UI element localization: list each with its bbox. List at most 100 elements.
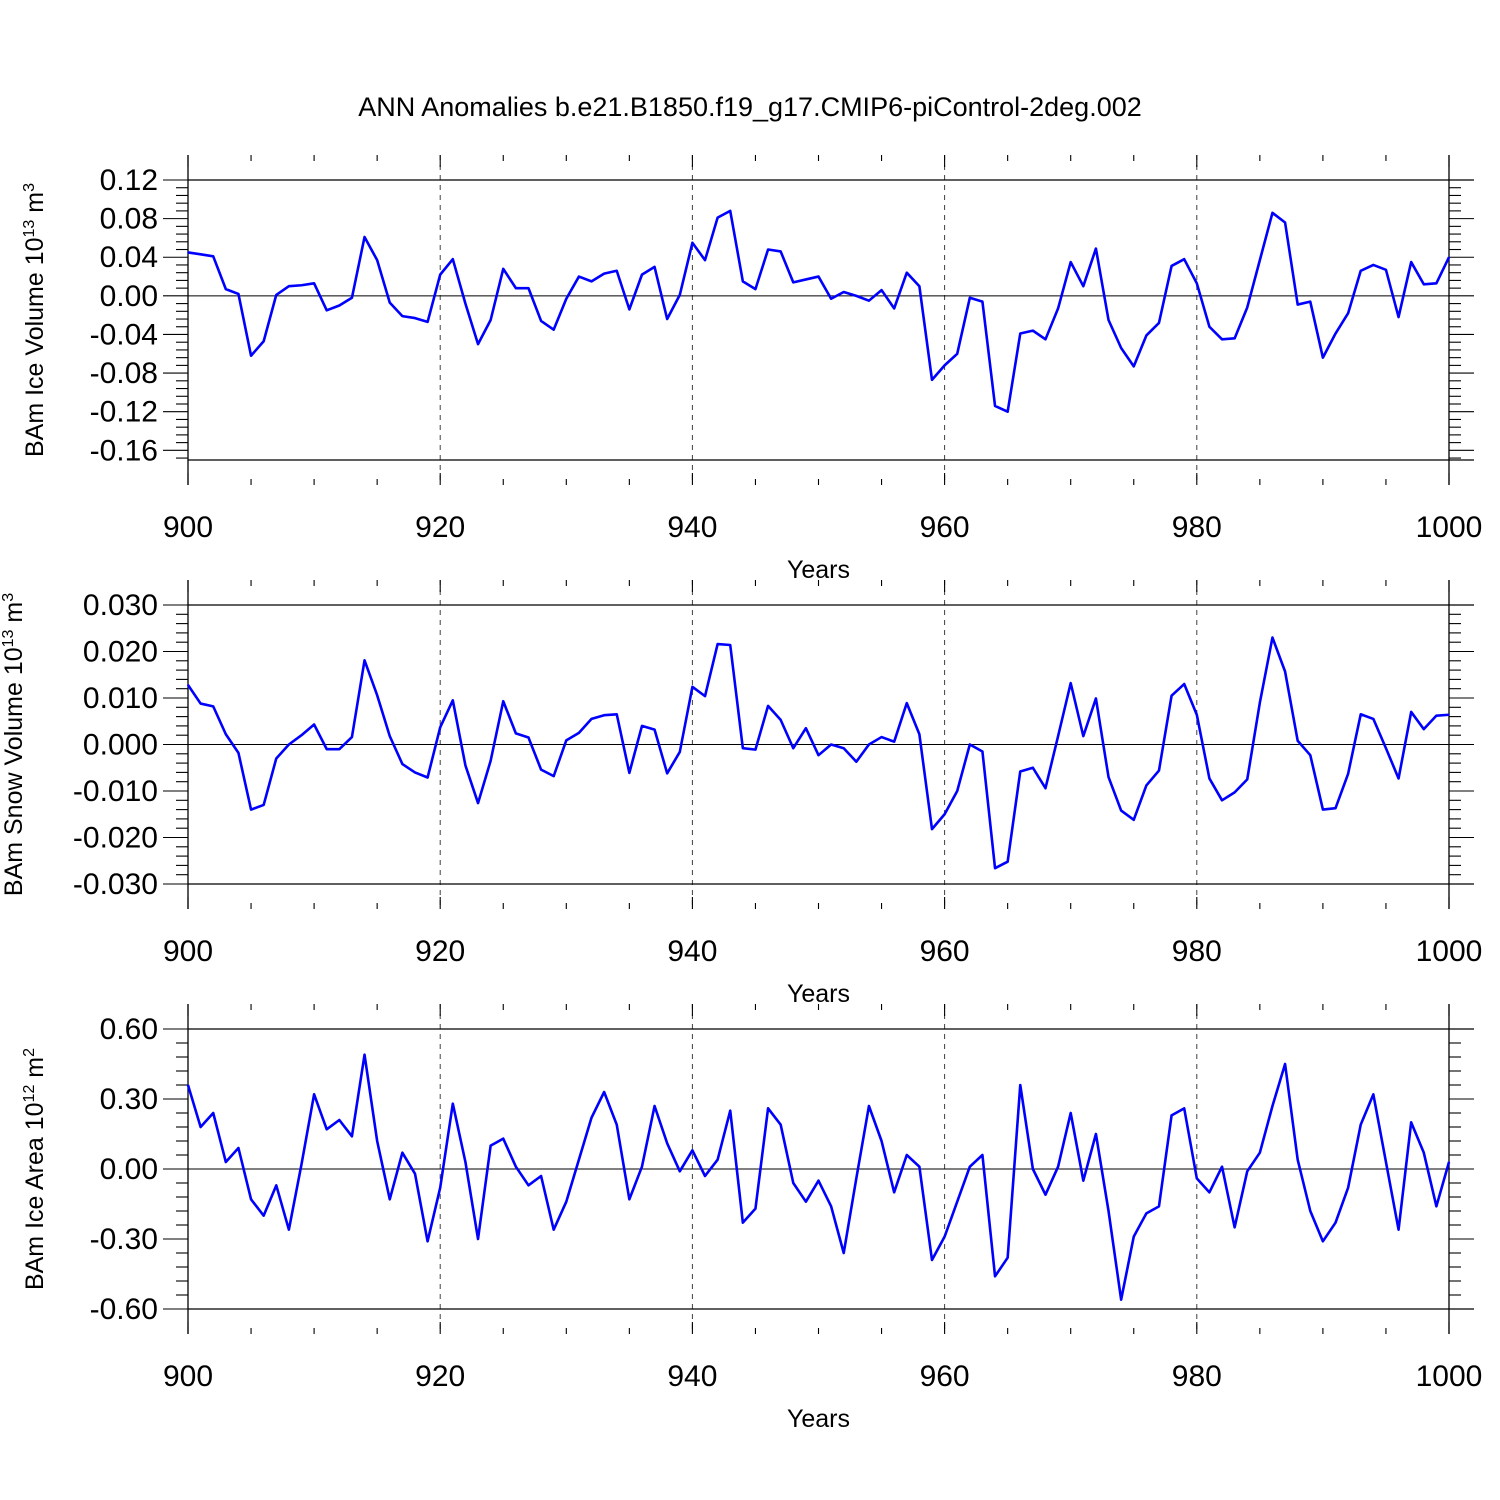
y-tick-label: 0.020 xyxy=(83,636,158,669)
data-point xyxy=(1196,1177,1198,1180)
data-point xyxy=(1196,713,1198,716)
data-point xyxy=(1132,365,1135,368)
data-point xyxy=(288,285,290,288)
data-point xyxy=(641,725,643,727)
data-point xyxy=(1347,1186,1349,1189)
data-point xyxy=(678,1170,681,1173)
data-point xyxy=(969,296,971,299)
y-tick-label: -0.04 xyxy=(90,318,158,351)
data-point xyxy=(1132,819,1135,821)
data-point xyxy=(1334,332,1337,335)
data-point xyxy=(225,733,227,736)
x-tick-label: 980 xyxy=(1172,511,1222,544)
data-point xyxy=(603,714,605,717)
data-point xyxy=(855,1177,858,1180)
x-tick-label: 1000 xyxy=(1416,511,1483,544)
data-point xyxy=(830,1205,832,1208)
data-point xyxy=(414,771,416,774)
y-axis-label-part: m xyxy=(0,602,28,630)
y-axis-label-part: 13 xyxy=(21,220,38,238)
data-point xyxy=(792,747,795,750)
data-point xyxy=(477,802,479,804)
data-point xyxy=(351,296,353,299)
data-point xyxy=(1448,1161,1450,1163)
data-point xyxy=(918,1165,921,1168)
data-point xyxy=(1158,1205,1160,1208)
data-point xyxy=(1259,701,1261,704)
data-point xyxy=(1397,777,1400,780)
data-point xyxy=(716,643,719,645)
data-point xyxy=(439,1186,442,1189)
data-point xyxy=(1397,316,1400,318)
y-axis-label: BAm Ice Area 1012 m2 xyxy=(21,1048,49,1290)
data-point xyxy=(830,297,832,300)
data-point xyxy=(1322,808,1324,811)
data-point xyxy=(716,1158,719,1161)
data-point xyxy=(527,1184,530,1187)
data-point xyxy=(1095,247,1097,250)
data-point xyxy=(842,291,845,293)
data-point xyxy=(1069,1112,1072,1114)
data-point xyxy=(515,732,517,735)
x-tick-label: 960 xyxy=(920,935,970,968)
y-tick-label: 0.00 xyxy=(100,280,158,313)
data-point xyxy=(868,743,870,746)
data-point xyxy=(855,295,858,297)
x-tick-label: 1000 xyxy=(1416,935,1483,968)
x-tick-label: 940 xyxy=(667,511,717,544)
x-tick-label: 900 xyxy=(163,1360,213,1393)
data-point xyxy=(805,278,807,281)
data-point xyxy=(388,301,391,304)
data-point xyxy=(1145,334,1148,337)
x-tick-label: 940 xyxy=(667,1360,717,1393)
data-point xyxy=(666,1142,668,1145)
y-axis-label-part: 3 xyxy=(21,183,38,192)
data-point xyxy=(1271,636,1274,639)
data-point xyxy=(666,772,668,775)
data-point xyxy=(590,1116,593,1119)
data-point xyxy=(1006,410,1009,413)
y-tick-label: -0.08 xyxy=(90,357,158,390)
data-point xyxy=(666,318,668,320)
data-point xyxy=(489,1144,492,1147)
data-point xyxy=(1309,754,1312,756)
data-point xyxy=(212,255,215,258)
data-point xyxy=(1082,735,1085,737)
data-point xyxy=(704,259,706,261)
data-point xyxy=(691,686,694,688)
data-point xyxy=(754,1207,757,1210)
data-point xyxy=(628,308,631,311)
data-point xyxy=(552,775,555,777)
data-point xyxy=(578,1158,580,1161)
y-tick-label: 0.08 xyxy=(100,203,158,236)
data-point xyxy=(981,750,984,753)
y-axis-label-part: BAm Ice Area 10 xyxy=(21,1102,49,1290)
data-point xyxy=(300,734,303,736)
data-point xyxy=(868,1105,870,1107)
data-point xyxy=(994,405,996,407)
data-point xyxy=(653,728,656,731)
y-axis-label: BAm Snow Volume 1013 m3 xyxy=(0,593,28,896)
data-point xyxy=(1296,1158,1299,1161)
data-point xyxy=(1271,212,1274,214)
data-point xyxy=(1422,728,1425,730)
data-point xyxy=(742,280,744,283)
data-point xyxy=(1397,1228,1400,1231)
data-point xyxy=(641,273,643,276)
y-tick-label: -0.30 xyxy=(90,1223,158,1256)
data-point xyxy=(1296,739,1299,742)
data-point xyxy=(275,294,278,296)
data-point xyxy=(729,644,732,646)
data-point xyxy=(1246,778,1249,781)
data-point xyxy=(565,1200,568,1203)
data-point xyxy=(515,1165,517,1168)
data-point xyxy=(199,253,202,256)
data-point xyxy=(376,259,378,261)
x-tick-label: 920 xyxy=(415,1360,465,1393)
panel-1: 0.12 0.08 0.04 0.00 -0.04 -0.08 -0.12 -0.16 900 9… xyxy=(21,155,1482,584)
data-point xyxy=(250,808,252,811)
data-point xyxy=(691,1149,694,1152)
data-point xyxy=(943,813,946,816)
y-tick-label: -0.16 xyxy=(90,434,158,467)
